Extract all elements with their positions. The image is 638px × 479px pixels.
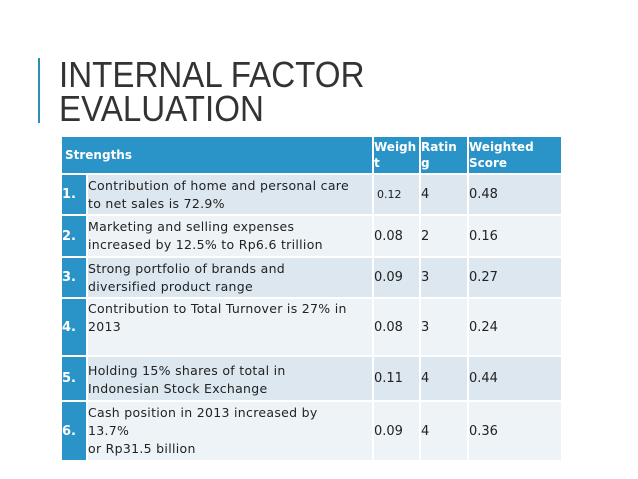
description-line: Contribution of home and personal care (88, 177, 349, 193)
row-weighted-score: 0.24 (467, 297, 561, 356)
header-score-line2: Score (469, 156, 508, 170)
header-rating-line2: g (421, 156, 430, 170)
table-row: 4. Contribution to Total Turnover is 27%… (62, 297, 561, 356)
row-rating: 2 (419, 214, 468, 257)
row-rating: 4 (419, 355, 468, 401)
row-number: 6. (62, 400, 87, 460)
table-row: 1. Contribution of home and personal car… (62, 173, 561, 215)
title-line-1: INTERNAL FACTOR (59, 54, 365, 95)
description-line: Contribution to Total Turnover is 27% in (88, 301, 347, 316)
row-description: Contribution of home and personal care t… (86, 173, 373, 215)
description-line: 13.7% (88, 423, 130, 438)
row-description: Holding 15% shares of total in Indonesia… (86, 355, 373, 401)
row-number: 5. (62, 355, 87, 401)
header-strengths: Strengths (65, 148, 132, 162)
row-rating: 4 (419, 173, 468, 215)
row-number: 2. (62, 214, 87, 257)
row-description: Strong portfolio of brands and diversifi… (86, 256, 373, 298)
description-line: Marketing and selling expenses (88, 219, 295, 234)
description-line: increased by 12.5% to Rp6.6 trillion (88, 237, 323, 252)
slide-title: INTERNAL FACTOR EVALUATION (59, 54, 365, 129)
description-line: or Rp31.5 billion (88, 441, 196, 456)
header-row: Strengths Weigh t Ratin g Weighted Score (62, 137, 561, 174)
header-weight-line1: Weigh (374, 140, 417, 154)
description-line: 2013 (88, 319, 122, 334)
row-number: 1. (62, 173, 87, 215)
description-line: Cash position in 2013 increased by (88, 405, 318, 420)
header-weighted-score: Weighted Score (467, 137, 561, 174)
ife-table: Strengths Weigh t Ratin g Weighted Score… (62, 137, 561, 460)
row-rating: 3 (419, 297, 468, 356)
row-description: Marketing and selling expenses increased… (86, 214, 373, 257)
row-description: Cash position in 2013 increased by 13.7%… (86, 400, 373, 460)
row-number: 3. (62, 256, 87, 298)
title-line-2: EVALUATION (59, 88, 264, 129)
description-line: Strong portfolio of brands and (88, 260, 286, 276)
row-rating: 3 (419, 256, 468, 298)
row-number: 4. (62, 297, 87, 356)
row-weighted-score: 0.36 (467, 400, 561, 460)
table-row: 5. Holding 15% shares of total in Indone… (62, 355, 561, 401)
row-rating: 4 (419, 400, 468, 460)
row-weighted-score: 0.44 (467, 355, 561, 401)
row-weight: 0.09 (372, 400, 420, 460)
table-row: 6. Cash position in 2013 increased by 13… (62, 400, 561, 460)
description-line: to net sales is 72.9% (88, 195, 225, 211)
description-line: Holding 15% shares of total in (88, 363, 286, 378)
row-weight: 0.12 (372, 173, 420, 215)
row-weight: 0.08 (372, 297, 420, 356)
title-accent-bar (38, 58, 40, 123)
row-weight: 0.09 (372, 256, 420, 298)
header-weight: Weigh t (372, 137, 420, 174)
table-row: 3. Strong portfolio of brands and divers… (62, 256, 561, 298)
header-score-line1: Weighted (469, 140, 534, 154)
row-weighted-score: 0.27 (467, 256, 561, 298)
header-rating: Ratin g (419, 137, 468, 174)
row-weight: 0.08 (372, 214, 420, 257)
row-weight: 0.11 (372, 355, 420, 401)
description-line: Indonesian Stock Exchange (88, 381, 268, 396)
header-rating-line1: Ratin (421, 140, 457, 154)
row-weighted-score: 0.16 (467, 214, 561, 257)
row-description: Contribution to Total Turnover is 27% in… (86, 297, 373, 356)
description-line: diversified product range (88, 278, 253, 294)
row-weighted-score: 0.48 (467, 173, 561, 215)
table-row: 2. Marketing and selling expenses increa… (62, 214, 561, 257)
header-weight-line2: t (374, 156, 380, 170)
